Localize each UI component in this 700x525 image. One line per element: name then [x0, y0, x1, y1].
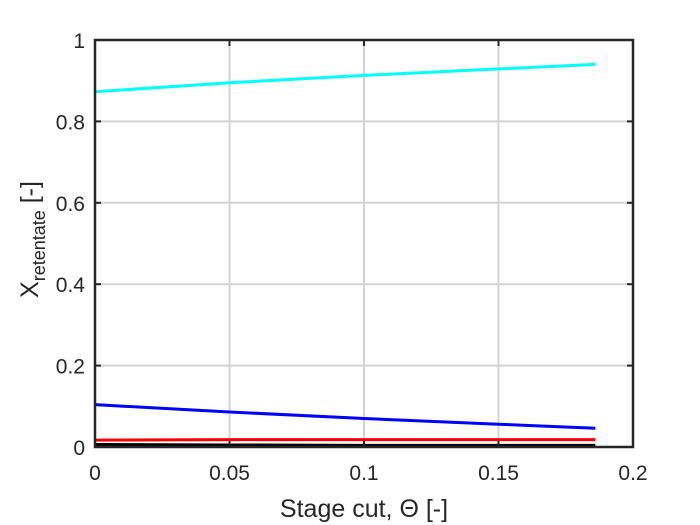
x-axis-label: Stage cut, Θ [-]: [280, 495, 448, 523]
y-axis: 0 0.2 0.4 0.6 0.8 1: [56, 30, 633, 460]
y-tick-label: 0.2: [56, 356, 85, 379]
x-tick-label: 0.05: [209, 462, 250, 485]
x-axis: 0 0.05 0.1 0.15 0.2: [89, 40, 648, 485]
x-tick-label: 0: [89, 462, 101, 485]
x-tick-label: 0.1: [349, 462, 378, 485]
series-line-2: [94, 403, 596, 430]
y-tick-label: 1: [73, 30, 85, 53]
series-line-4: [94, 443, 596, 447]
x-tick-label: 0.2: [618, 462, 647, 485]
grid: [95, 40, 633, 447]
y-tick-label: 0.8: [56, 111, 85, 134]
y-axis-label-suffix: [-]: [16, 181, 44, 210]
y-tick-label: 0.4: [56, 274, 86, 297]
y-axis-label: Xretentate [-]: [16, 181, 49, 298]
y-axis-label-subscript: retentate: [29, 210, 49, 281]
y-tick-label: 0.6: [56, 193, 85, 216]
y-axis-label-main: X: [16, 281, 44, 298]
x-tick-label: 0.15: [478, 462, 519, 485]
y-tick-label: 0: [73, 437, 85, 460]
series-line-1: [94, 62, 596, 94]
